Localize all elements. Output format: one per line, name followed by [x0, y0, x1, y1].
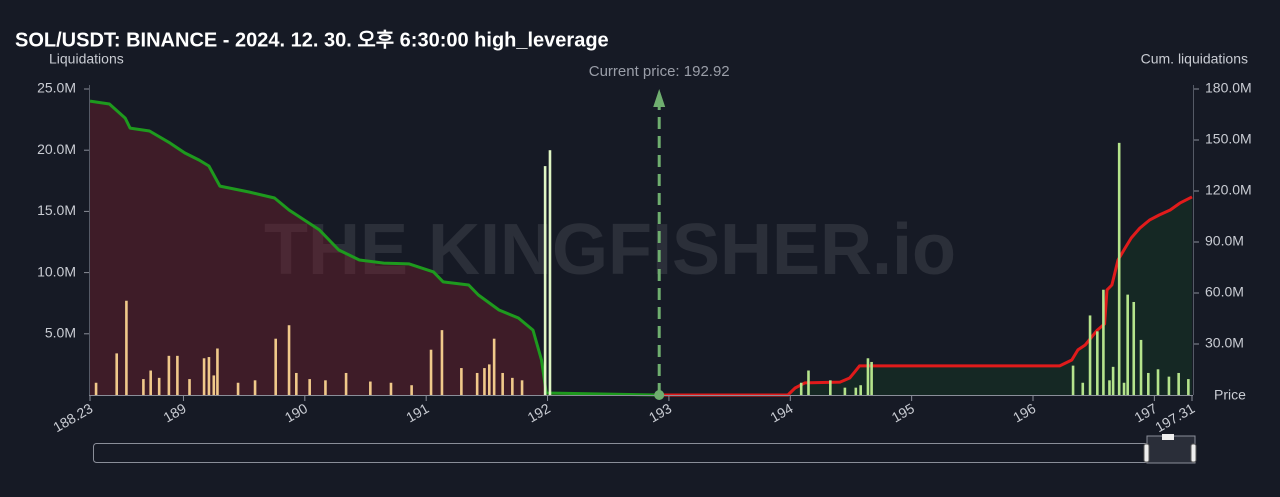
liquidation-bar — [1088, 315, 1092, 395]
liquidation-bar — [1167, 376, 1171, 395]
liquidation-bar — [483, 368, 486, 395]
liquidation-bar — [1071, 365, 1075, 395]
y2-tick-label: 150.0M — [1205, 131, 1252, 147]
y-tick-label: 5.0M — [45, 325, 76, 341]
liquidation-bar — [1102, 289, 1105, 395]
y-tick-label: 25.0M — [37, 80, 76, 96]
liquidation-bar — [475, 372, 479, 395]
liquidation-bar — [149, 370, 152, 395]
x-axis-label: Price — [1214, 387, 1246, 403]
liquidation-bar — [854, 387, 858, 395]
cumulative-area — [659, 196, 1192, 395]
y-tick-label: 20.0M — [37, 141, 76, 157]
liquidation-bar — [344, 372, 348, 395]
liquidation-bar — [548, 150, 552, 395]
liquidation-bar — [1111, 366, 1115, 395]
liquidation-bar — [511, 377, 514, 395]
range-slider-window[interactable] — [1146, 435, 1196, 464]
current-price-marker — [654, 390, 665, 400]
cumulative-line — [659, 195, 1193, 397]
liquidation-bar — [308, 379, 311, 395]
cumulative-area — [90, 101, 660, 395]
y2-tick-label: 90.0M — [1205, 233, 1244, 249]
liquidation-bar — [142, 379, 145, 395]
y-axis-label: Liquidations — [49, 51, 124, 67]
range-slider[interactable] — [93, 434, 1197, 464]
y2-axis-label: Cum. liquidations — [1141, 51, 1248, 67]
range-slider-handle[interactable] — [1190, 443, 1197, 463]
liquidation-bar — [807, 370, 810, 395]
liquidation-bar — [1132, 301, 1136, 395]
liquidation-bar — [843, 387, 847, 395]
liquidation-bar — [1081, 382, 1085, 395]
liquidation-bar — [492, 338, 496, 395]
liquidation-bar — [216, 348, 219, 395]
current-price-arrow — [653, 89, 666, 107]
liquidation-bar — [460, 368, 463, 395]
liquidation-bar — [287, 325, 291, 395]
liquidation-bar — [1108, 380, 1111, 395]
y-tick-label: 15.0M — [37, 202, 76, 218]
y2-tick-label: 60.0M — [1205, 284, 1244, 300]
liquidation-bar — [207, 357, 211, 395]
liquidation-bar — [1139, 339, 1143, 395]
liquidation-bar — [440, 330, 444, 395]
liquidation-bar — [487, 364, 491, 395]
liquidation-bar — [1126, 294, 1129, 395]
liquidation-bar — [1156, 369, 1160, 395]
liquidation-bar — [274, 338, 277, 395]
liquidation-bar — [1147, 372, 1150, 395]
chart-title: SOL/USDT: BINANCE - 2024. 12. 30. 오후 6:3… — [15, 28, 609, 51]
cumulative-line — [89, 99, 660, 397]
range-slider-grip[interactable] — [1162, 434, 1174, 440]
plot — [89, 99, 1193, 397]
y-tick-label: 10.0M — [37, 263, 76, 279]
liquidation-bar — [389, 382, 393, 395]
liquidation-bar — [1187, 379, 1190, 395]
liquidation-bar — [1096, 331, 1099, 395]
liquidation-bar — [866, 358, 870, 395]
liquidation-bar — [324, 380, 327, 395]
liquidation-bar — [295, 372, 298, 395]
liquidation-bar — [829, 380, 832, 395]
liquidation-bar — [188, 379, 191, 395]
liquidation-bar — [94, 382, 98, 395]
liquidation-bar — [859, 385, 862, 395]
y2-tick-label: 120.0M — [1205, 182, 1252, 198]
liquidation-bar — [202, 358, 206, 395]
liquidation-bar — [253, 380, 257, 395]
y2-tick-label: 180.0M — [1205, 80, 1252, 96]
watermark: THE KINGFISHER.io — [264, 210, 956, 290]
liquidation-bar — [157, 377, 161, 395]
annotation: Current price: 192.92 — [589, 63, 730, 80]
liquidation-bar — [799, 382, 803, 395]
liquidation-bar — [212, 375, 216, 395]
range-slider-handle[interactable] — [1143, 443, 1150, 463]
liquidation-bar — [1117, 142, 1121, 395]
liquidation-bar — [543, 166, 547, 395]
liquidation-bar — [236, 382, 240, 395]
liquidation-bar — [1177, 372, 1180, 395]
liquidation-bar — [520, 380, 524, 395]
liquidation-bar — [167, 355, 171, 395]
liquidation-bar — [870, 361, 873, 395]
y2-tick-label: 30.0M — [1205, 335, 1244, 351]
liquidation-bar — [115, 353, 119, 395]
liquidation-bar — [1122, 382, 1126, 395]
liquidation-bar — [501, 372, 504, 395]
liquidation-bar — [429, 349, 433, 395]
liquidation-bar — [410, 385, 413, 395]
liquidation-bar — [125, 300, 128, 395]
liquidation-bar — [176, 355, 179, 395]
liquidation-bar — [369, 381, 372, 395]
